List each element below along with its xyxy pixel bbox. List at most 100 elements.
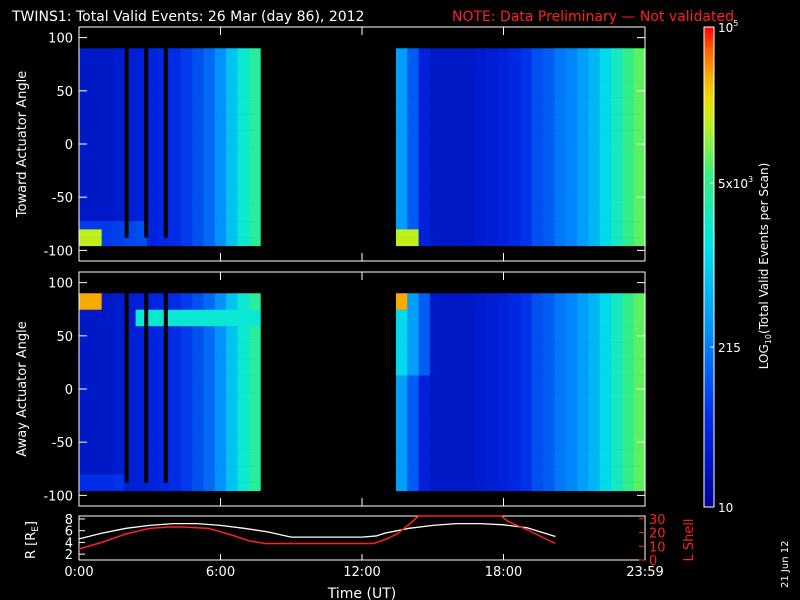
heatmap-cell [112, 433, 125, 442]
heatmap-cell [475, 408, 488, 418]
heatmap-cell [407, 309, 420, 319]
heatmap-cell [475, 56, 488, 65]
heatmap-cell [554, 188, 567, 197]
heatmap-cell [486, 188, 499, 197]
heatmap-cell [441, 122, 454, 131]
heatmap-cell [214, 293, 227, 302]
heatmap-cell [135, 392, 148, 401]
heatmap-cell [622, 221, 635, 230]
heatmap-cell [237, 237, 250, 247]
heatmap-cell [226, 105, 239, 115]
heatmap-cell [418, 392, 431, 401]
heatmap-cell [146, 221, 159, 230]
heatmap-cell [248, 474, 261, 483]
heatmap-cell [565, 433, 578, 442]
heatmap-cell [497, 155, 510, 164]
heatmap-cell [520, 342, 533, 352]
heatmap-cell [577, 293, 589, 302]
y-tick-label: 0 [65, 138, 73, 153]
heatmap-cell [520, 326, 533, 335]
heatmap-cell [237, 301, 250, 310]
heatmap-cell [169, 229, 182, 238]
heatmap-cell [497, 64, 510, 74]
heatmap-cell [441, 147, 454, 156]
heatmap-cell [112, 221, 125, 230]
heatmap-cell [543, 293, 556, 302]
heatmap-cell [565, 309, 578, 319]
heatmap-cell [452, 466, 465, 475]
heatmap-cell [611, 392, 623, 401]
heatmap-cell [565, 81, 578, 90]
heatmap-cell [565, 350, 578, 360]
heatmap-cell [418, 97, 431, 107]
heatmap-cell [633, 375, 646, 385]
heatmap-cell [577, 130, 589, 140]
heatmap-cell [599, 130, 612, 140]
heatmap-cell [237, 163, 250, 173]
heatmap-cell [203, 367, 216, 376]
heatmap-cell [135, 204, 148, 214]
heatmap-cell [90, 482, 103, 492]
heatmap-cell [135, 359, 148, 368]
heatmap-cell [395, 309, 408, 319]
heatmap-cell [441, 196, 454, 205]
heatmap-cell [101, 482, 114, 492]
heatmap-cell [79, 457, 91, 467]
heatmap-cell [248, 309, 261, 319]
heatmap-cell [452, 48, 465, 57]
heatmap-cell [395, 433, 408, 442]
heatmap-cell [395, 130, 408, 140]
heatmap-cell [497, 424, 510, 434]
heatmap-cell [497, 229, 510, 238]
heatmap-cell [622, 433, 635, 442]
heatmap-cell [101, 449, 114, 459]
heatmap-cell [588, 188, 601, 197]
heatmap-cell [407, 400, 420, 409]
heatmap-cell [203, 466, 216, 475]
heatmap-cell [146, 350, 159, 360]
heatmap-cell [407, 188, 420, 197]
heatmap-cell [135, 416, 148, 426]
heatmap-cell [124, 416, 137, 426]
heatmap-cell [633, 293, 646, 302]
heatmap-cell [463, 424, 476, 434]
heatmap-cell [543, 392, 556, 401]
heatmap-cell [90, 196, 103, 205]
heatmap-cell [554, 155, 567, 164]
heatmap-cell [418, 229, 431, 238]
heatmap-cell [146, 466, 159, 475]
heatmap-cell [633, 466, 646, 475]
heatmap-cell [237, 342, 250, 352]
heatmap-cell [486, 89, 499, 98]
heatmap-cell [418, 424, 431, 434]
heatmap-cell [146, 122, 159, 131]
heatmap-cell [226, 474, 239, 483]
heatmap-cell [226, 293, 239, 302]
heatmap-cell [237, 171, 250, 181]
heatmap-cell [90, 441, 103, 450]
heatmap-cell [509, 400, 522, 409]
heatmap-cell [543, 375, 556, 385]
heatmap-cell [486, 114, 499, 123]
heatmap-cell [463, 375, 476, 385]
heatmap-cell [441, 163, 454, 173]
heatmap-cell [237, 212, 250, 222]
heatmap-cell [497, 97, 510, 107]
heatmap-cell [452, 375, 465, 385]
heatmap-cell [180, 147, 193, 156]
heatmap-cell [407, 56, 420, 65]
heatmap-cell [486, 163, 499, 173]
heatmap-cell [180, 433, 193, 442]
heatmap-cell [554, 138, 567, 148]
heatmap-cell [180, 130, 193, 140]
heatmap-cell [441, 179, 454, 189]
heatmap-cell [452, 171, 465, 181]
heatmap-cell [486, 293, 499, 302]
heatmap-cell [407, 342, 420, 352]
heatmap-cell [531, 326, 544, 335]
x-tick-label: 12:00 [343, 565, 380, 580]
heatmap-cell [565, 48, 578, 57]
heatmap-cell [429, 301, 442, 310]
heatmap-cell [463, 350, 476, 360]
heatmap-cell [543, 449, 556, 459]
